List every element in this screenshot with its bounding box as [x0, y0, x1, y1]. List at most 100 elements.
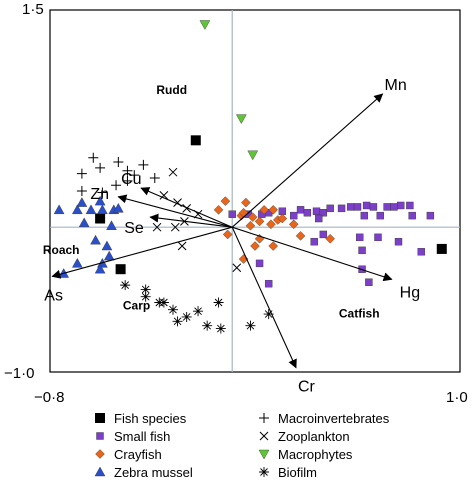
zebra_mussel-point-12 — [71, 257, 83, 268]
legend-marker-zebra_mussel — [94, 466, 106, 477]
crayfish-point-8 — [247, 212, 258, 222]
small_fish-point-19 — [376, 211, 384, 220]
vector-arrow-as — [51, 226, 233, 279]
fish_species-point-2 — [115, 264, 126, 275]
crayfish-point-1 — [220, 196, 231, 206]
zebra_mussel-point-11 — [101, 240, 113, 251]
vector-arrow-hg — [232, 226, 393, 282]
small_fish-point-27 — [394, 237, 403, 246]
zebra_mussel-point-2 — [85, 204, 97, 215]
small_fish-point-15 — [390, 203, 398, 211]
point-label-rudd: Rudd — [156, 83, 187, 97]
fish_species-point-0 — [190, 135, 201, 146]
small_fish-point-35 — [417, 248, 425, 256]
small_fish-point-20 — [408, 211, 416, 220]
fish_species-point-1 — [95, 213, 106, 224]
crayfish-point-0 — [213, 205, 224, 215]
biofilm-point-11 — [263, 309, 274, 320]
zooplankton-point-1 — [159, 190, 169, 200]
zebra_mussel-point-8 — [78, 217, 90, 228]
legend-marker-fish_species — [95, 413, 105, 423]
y-tick-label-bottom: −1·0 — [4, 365, 34, 382]
biofilm-point-0 — [120, 280, 131, 291]
small_fish-point-25 — [356, 233, 364, 242]
legend-item-fish_species: Fish species — [95, 411, 187, 426]
vector-arrow-zn — [117, 194, 233, 228]
small_fish-point-32 — [255, 259, 264, 268]
small_fish-point-8 — [326, 204, 334, 213]
small_fish-point-16 — [397, 201, 405, 210]
legend-item-macroinvertebrates: Macroinvertebrates — [259, 411, 390, 426]
zebra_mussel-point-14 — [103, 250, 115, 261]
vector-label-se: Se — [124, 220, 144, 237]
macroinvertebrates-point-2 — [113, 157, 124, 168]
legend-label-small_fish: Small fish — [114, 429, 170, 444]
small_fish-point-29 — [319, 230, 328, 239]
point-label-catfish: Catfish — [339, 307, 380, 321]
series-macroinvertebrates — [76, 152, 160, 198]
macroinvertebrates-point-0 — [76, 168, 87, 179]
macroinvertebrates-point-1 — [95, 162, 106, 173]
plot-frame — [49, 9, 461, 373]
crayfish-point-12 — [277, 213, 288, 224]
biofilm-point-13 — [181, 311, 192, 322]
biofilm-point-4 — [168, 304, 178, 315]
small_fish-point-4 — [296, 206, 305, 214]
small_fish-point-9 — [337, 204, 346, 213]
crayfish-point-9 — [254, 216, 265, 227]
series-small_fish — [228, 201, 435, 288]
biofilm-point-3 — [140, 284, 151, 295]
vector-label-cu: Cu — [121, 171, 141, 188]
legend-item-biofilm: Biofilm — [259, 465, 317, 480]
small_fish-point-21 — [426, 211, 435, 220]
macroinvertebrates-point-3 — [88, 152, 99, 163]
vector-label-hg: Hg — [400, 284, 420, 301]
crayfish-point-5 — [268, 205, 279, 215]
small_fish-point-26 — [374, 233, 382, 242]
macroinvertebrates-point-8 — [149, 172, 160, 183]
small_fish-point-34 — [365, 278, 373, 286]
crayfish-point-13 — [288, 219, 299, 230]
small_fish-point-23 — [290, 211, 298, 220]
crayfish-point-16 — [250, 241, 260, 251]
crayfish-point-10 — [245, 220, 256, 231]
vector-arrow-se — [149, 213, 233, 228]
legend-marker-small_fish — [96, 432, 104, 440]
legend-marker-macrophytes — [258, 449, 270, 460]
vector-label-as: As — [44, 287, 63, 304]
small_fish-point-28 — [310, 237, 318, 246]
small_fish-point-30 — [358, 246, 366, 255]
macroinvertebrates-point-11 — [111, 180, 122, 191]
series-macrophytes — [199, 20, 259, 161]
macroinvertebrates-point-9 — [76, 186, 87, 196]
vector-label-zn: Zn — [90, 186, 109, 203]
x-tick-label-left: −0·8 — [34, 389, 64, 406]
zooplankton-point-3 — [182, 204, 192, 213]
small_fish-point-5 — [303, 209, 312, 217]
zebra_mussel-point-1 — [71, 204, 83, 215]
small_fish-point-11 — [353, 203, 362, 211]
small_fish-point-33 — [264, 279, 273, 288]
zooplankton-point-0 — [168, 167, 178, 177]
crayfish-point-17 — [268, 241, 279, 251]
vector-arrow-cr — [231, 226, 297, 369]
legend: Fish species Macroinvertebrates Small fish… — [94, 411, 390, 480]
macroinvertebrates-point-10 — [97, 187, 108, 198]
legend-marker-zooplankton — [259, 431, 269, 441]
series-fish_species — [95, 135, 447, 275]
legend-label-macroinvertebrates: Macroinvertebrates — [278, 411, 390, 426]
legend-label-crayfish: Crayfish — [114, 447, 162, 462]
legend-item-macrophytes: Macrophytes — [258, 447, 353, 462]
legend-marker-biofilm — [259, 467, 269, 477]
legend-label-zebra_mussel: Zebra mussel — [114, 465, 193, 480]
small_fish-point-17 — [406, 201, 414, 210]
zebra_mussel-point-15 — [94, 263, 106, 274]
zebra_mussel-point-7 — [112, 202, 124, 213]
legend-item-small_fish: Small fish — [96, 429, 170, 444]
legend-item-zooplankton: Zooplankton — [259, 429, 350, 444]
legend-label-zooplankton: Zooplankton — [278, 429, 350, 444]
point-label-carp: Carp — [123, 298, 150, 312]
vector-arrow-cu — [140, 187, 233, 228]
crayfish-point-11 — [266, 219, 276, 230]
biofilm-point-9 — [215, 323, 226, 334]
